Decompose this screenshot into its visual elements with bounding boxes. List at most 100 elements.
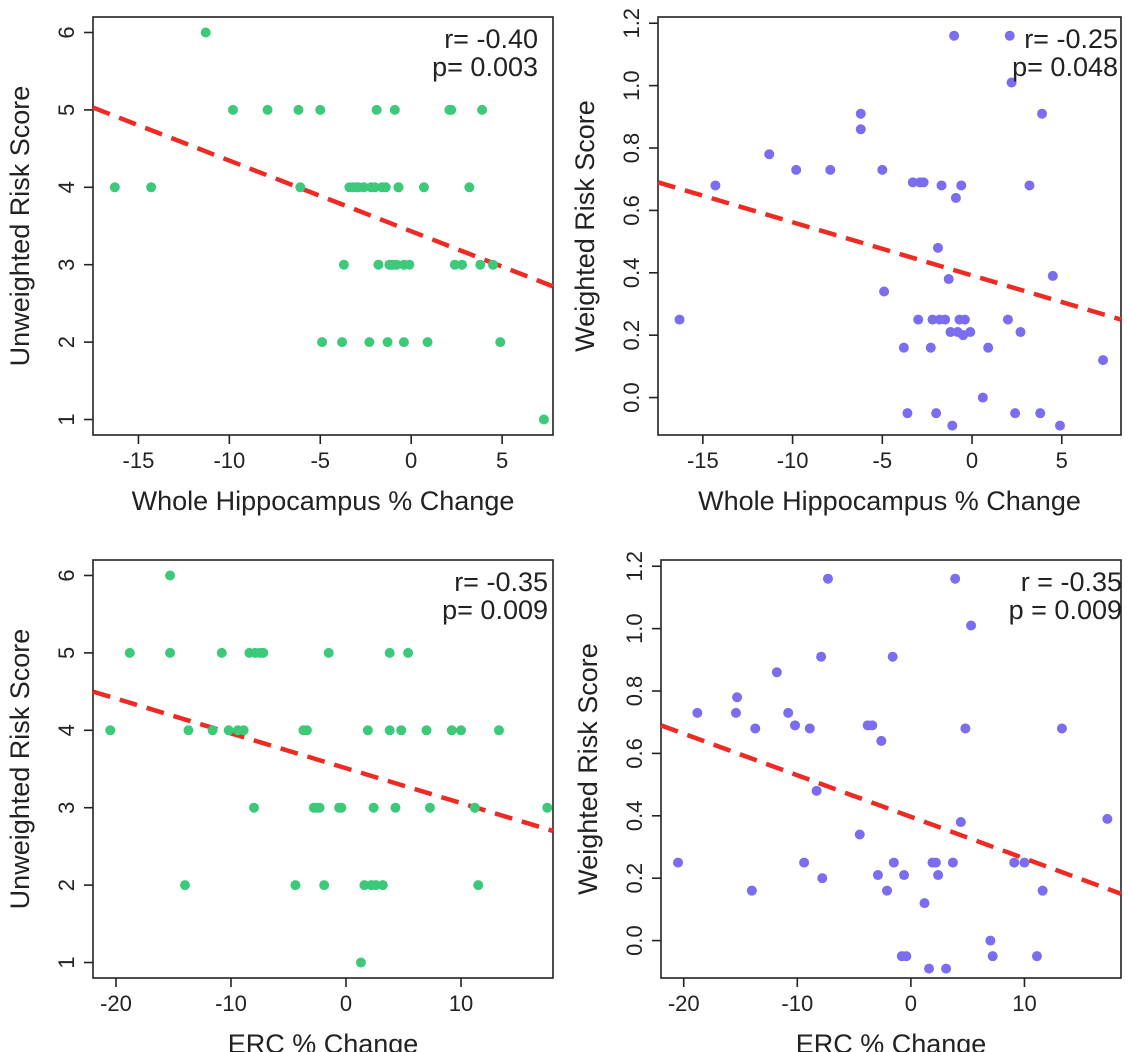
data-point — [943, 274, 954, 285]
data-point — [449, 259, 460, 270]
x-axis-label: ERC % Change — [796, 1029, 987, 1052]
data-point — [966, 620, 977, 631]
data-point — [902, 408, 913, 419]
data-point — [872, 870, 883, 881]
data-point — [950, 192, 961, 203]
y-tick-label: 0.0 — [622, 925, 647, 956]
data-point — [403, 647, 414, 658]
data-point — [783, 707, 794, 718]
data-point — [887, 651, 898, 662]
data-point — [384, 725, 395, 736]
data-point — [825, 164, 836, 175]
data-point — [338, 259, 349, 270]
data-point — [371, 104, 382, 115]
x-tick-label: -5 — [310, 448, 330, 473]
data-point — [1019, 857, 1030, 868]
data-point — [542, 802, 553, 813]
data-point — [888, 857, 899, 868]
data-point — [764, 149, 775, 160]
data-point — [959, 314, 970, 325]
data-point — [919, 898, 930, 909]
x-tick-label: 0 — [966, 448, 978, 473]
data-point — [207, 725, 218, 736]
data-point — [228, 104, 238, 115]
data-point — [901, 951, 912, 962]
data-point — [930, 857, 941, 868]
data-point — [882, 885, 893, 896]
y-tick-label: 4 — [54, 724, 79, 736]
x-tick-label: -15 — [687, 448, 719, 473]
y-tick-label: 5 — [54, 647, 79, 659]
y-tick-label: 1.0 — [622, 613, 647, 644]
x-tick-label: 0 — [340, 991, 352, 1016]
data-point — [390, 802, 401, 813]
y-tick-label: 1.2 — [622, 551, 647, 582]
x-tick-label: 10 — [449, 991, 473, 1016]
y-tick-label: 0.2 — [619, 320, 644, 351]
y-tick-label: 6 — [54, 26, 79, 38]
data-point — [1054, 420, 1065, 431]
data-point — [732, 692, 743, 703]
data-point — [1015, 327, 1026, 338]
data-point — [1035, 408, 1046, 419]
data-point — [925, 342, 936, 353]
y-tick-label: 1.0 — [619, 70, 644, 101]
y-tick-label: 1.2 — [619, 8, 644, 39]
data-point — [293, 104, 304, 115]
data-point — [941, 963, 952, 974]
data-point — [477, 104, 488, 115]
data-point — [362, 725, 373, 736]
data-point — [165, 570, 176, 581]
data-point — [389, 104, 400, 115]
y-axis-label: Unweighted Risk Score — [5, 629, 35, 910]
scatter-panel-2: -15 -10 -5 0 5 0.0 0.2 0.4 0.6 0.8 1.0 1.2 Whole Hip… — [570, 8, 1122, 516]
data-point — [295, 182, 306, 193]
correlation-r: r= -0.25 — [1024, 24, 1118, 54]
y-axis-label: Weighted Risk Score — [570, 100, 600, 352]
data-point — [804, 723, 815, 734]
data-point — [464, 182, 475, 193]
data-point — [380, 182, 391, 193]
data-point — [1006, 77, 1017, 88]
y-tick-label: 6 — [54, 569, 79, 581]
plot-frame — [660, 559, 1122, 979]
data-point — [879, 286, 890, 297]
data-point — [791, 164, 802, 175]
data-point — [674, 314, 685, 325]
data-point — [867, 720, 878, 731]
data-point — [249, 802, 259, 813]
data-point — [446, 104, 457, 115]
x-axis-label: Whole Hippocampus % Change — [698, 486, 1081, 516]
data-point — [1010, 408, 1021, 419]
data-point — [290, 880, 301, 891]
y-tick-label: 2 — [54, 879, 79, 891]
x-tick-label: -5 — [873, 448, 893, 473]
data-point — [301, 725, 312, 736]
x-tick-label: -20 — [100, 991, 132, 1016]
data-point — [730, 707, 741, 718]
data-point — [446, 725, 457, 736]
data-point — [369, 182, 380, 193]
data-point — [146, 182, 157, 193]
correlation-r: r= -0.40 — [444, 24, 538, 54]
data-point — [1002, 314, 1013, 325]
data-point — [183, 725, 194, 736]
x-tick-label: 10 — [1012, 991, 1036, 1016]
data-point — [398, 259, 409, 270]
y-tick-label: 0.6 — [619, 195, 644, 226]
data-point — [913, 314, 924, 325]
x-tick-label: 0 — [905, 991, 917, 1016]
x-tick-label: -15 — [123, 448, 155, 473]
data-point — [418, 182, 429, 193]
data-point — [1047, 270, 1058, 281]
data-point — [855, 108, 866, 119]
x-tick-label: -10 — [777, 448, 809, 473]
regression-line — [92, 105, 554, 289]
y-tick-label: 4 — [54, 181, 79, 193]
data-point — [924, 963, 935, 974]
data-point — [200, 27, 211, 38]
data-point — [877, 164, 888, 175]
data-point — [947, 857, 958, 868]
data-point — [750, 723, 761, 734]
